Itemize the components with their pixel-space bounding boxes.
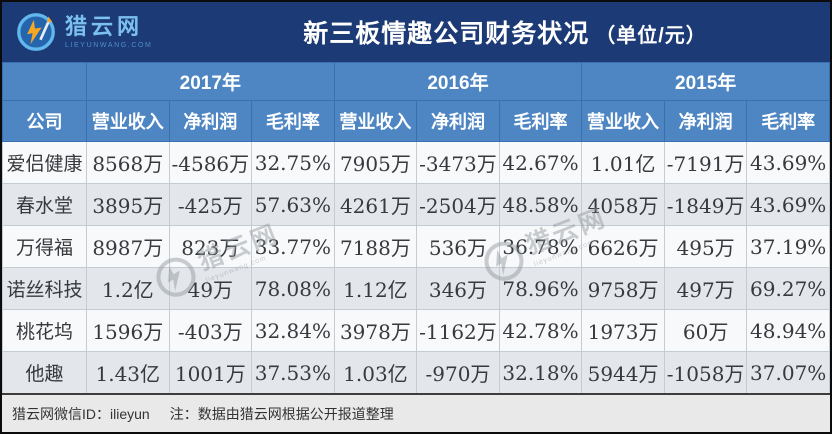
- metric-header-cell: 净利润: [168, 100, 253, 142]
- metric-header-cell: 净利润: [663, 100, 748, 142]
- metric-header-cell: 营业收入: [581, 100, 665, 142]
- value-cell: 495万: [663, 225, 748, 268]
- value-cell: 1.03亿: [333, 351, 418, 395]
- value-cell: -1162万: [416, 309, 500, 352]
- title-bar: 猎云网 LIEYUNWANG.COM 新三板情趣公司财务状况 （单位/元）: [2, 2, 830, 62]
- value-cell: 1.12亿: [333, 267, 418, 310]
- value-cell: 4261万: [333, 183, 418, 226]
- table-row: 万得福 8987万 823万 33.77% 7188万 536万 36.78% 6626万 49…: [2, 225, 830, 268]
- value-cell: -425万: [168, 183, 253, 226]
- value-cell: 69.27%: [746, 267, 830, 310]
- value-cell: 32.18%: [498, 351, 583, 395]
- value-cell: 37.07%: [746, 351, 830, 395]
- value-cell: 1596万: [86, 309, 170, 352]
- value-cell: -1849万: [663, 183, 748, 226]
- value-cell: 48.94%: [746, 309, 830, 352]
- company-cell: 桃花坞: [2, 309, 87, 352]
- page-title-main: 新三板情趣公司财务状况: [303, 20, 590, 48]
- value-cell: 60万: [663, 309, 748, 352]
- footer-bar: 猎云网微信ID：ilieyun 注：数据由猎云网根据公开报道整理: [2, 395, 830, 432]
- value-cell: 78.08%: [251, 267, 335, 310]
- year-header-row: 2017年 2016年 2015年: [2, 62, 830, 101]
- company-cell: 诺丝科技: [2, 267, 87, 310]
- value-cell: 497万: [663, 267, 748, 310]
- value-cell: -4586万: [168, 141, 253, 184]
- metric-header-cell: 毛利率: [251, 100, 335, 142]
- company-cell: 爱侣健康: [2, 141, 87, 184]
- value-cell: 42.78%: [498, 309, 583, 352]
- company-cell: 万得福: [2, 225, 87, 268]
- metric-header-cell: 毛利率: [498, 100, 583, 142]
- value-cell: 43.69%: [746, 141, 830, 184]
- value-cell: -7191万: [663, 141, 748, 184]
- metric-header-cell: 净利润: [416, 100, 500, 142]
- value-cell: 3895万: [86, 183, 170, 226]
- page-title: 新三板情趣公司财务状况 （单位/元）: [194, 14, 830, 50]
- title-unit: （单位/元）: [595, 25, 707, 47]
- finance-table: 2017年 2016年 2015年 公司 营业收入 净利润 毛利率 营业收入 净利润 毛利率 营业…: [2, 62, 830, 395]
- corner-cell: [2, 62, 87, 101]
- value-cell: 7188万: [333, 225, 418, 268]
- value-cell: -1058万: [663, 351, 748, 395]
- value-cell: 1.43亿: [86, 351, 170, 395]
- table-row: 他趣 1.43亿 1001万 37.53% 1.03亿 -970万 32.18% 5944万 -…: [2, 351, 830, 395]
- value-cell: 42.67%: [498, 141, 583, 184]
- value-cell: 7905万: [333, 141, 418, 184]
- year-header-cell: 2015年: [581, 62, 830, 101]
- data-note: 注：数据由猎云网根据公开报道整理: [169, 405, 394, 422]
- table-row: 诺丝科技 1.2亿 49万 78.08% 1.12亿 346万 78.96% 9758万 497…: [2, 267, 830, 310]
- table-row: 桃花坞 1596万 -403万 32.84% 3978万 -1162万 42.78% 1973…: [2, 309, 830, 352]
- value-cell: 48.58%: [498, 183, 583, 226]
- value-cell: 8987万: [86, 225, 170, 268]
- value-cell: 1973万: [581, 309, 665, 352]
- value-cell: -403万: [168, 309, 253, 352]
- year-header-cell: 2017年: [86, 62, 335, 101]
- value-cell: 37.53%: [251, 351, 335, 395]
- value-cell: 78.96%: [498, 267, 583, 310]
- wechat-id: 猎云网微信ID：ilieyun: [12, 405, 150, 422]
- metric-header-row: 公司 营业收入 净利润 毛利率 营业收入 净利润 毛利率 营业收入 净利润 毛利率: [2, 100, 830, 142]
- value-cell: 33.77%: [251, 225, 335, 268]
- value-cell: 32.75%: [251, 141, 335, 184]
- value-cell: -970万: [416, 351, 500, 395]
- logo-domain: LIEYUNWANG.COM: [65, 41, 153, 49]
- year-header-cell: 2016年: [333, 62, 583, 101]
- value-cell: -2504万: [416, 183, 500, 226]
- value-cell: 9758万: [581, 267, 665, 310]
- company-header-cell: 公司: [2, 100, 87, 142]
- value-cell: 4058万: [581, 183, 665, 226]
- value-cell: 1.01亿: [581, 141, 665, 184]
- metric-header-cell: 营业收入: [86, 100, 170, 142]
- lieyun-logo: 猎云网 LIEYUNWANG.COM: [2, 12, 194, 52]
- company-cell: 他趣: [2, 351, 87, 395]
- table-row: 爱侣健康 8568万 -4586万 32.75% 7905万 -3473万 42.67% 1.…: [2, 141, 830, 184]
- value-cell: 1.2亿: [86, 267, 170, 310]
- value-cell: 8568万: [86, 141, 170, 184]
- value-cell: 37.19%: [746, 225, 830, 268]
- table-row: 春水堂 3895万 -425万 57.63% 4261万 -2504万 48.58% 4058…: [2, 183, 830, 226]
- value-cell: 6626万: [581, 225, 665, 268]
- company-cell: 春水堂: [2, 183, 87, 226]
- value-cell: 823万: [168, 225, 253, 268]
- logo-text: 猎云网 LIEYUNWANG.COM: [65, 13, 153, 49]
- metric-header-cell: 营业收入: [333, 100, 418, 142]
- value-cell: 1001万: [168, 351, 253, 395]
- value-cell: 36.78%: [498, 225, 583, 268]
- logo-name: 猎云网: [65, 13, 144, 39]
- value-cell: 49万: [168, 267, 253, 310]
- value-cell: 5944万: [581, 351, 665, 395]
- value-cell: 43.69%: [746, 183, 830, 226]
- value-cell: 536万: [416, 225, 500, 268]
- value-cell: -3473万: [416, 141, 500, 184]
- metric-header-cell: 毛利率: [746, 100, 830, 142]
- logo-bolt-icon: [17, 13, 55, 51]
- value-cell: 57.63%: [251, 183, 335, 226]
- value-cell: 3978万: [333, 309, 418, 352]
- value-cell: 346万: [416, 267, 500, 310]
- value-cell: 32.84%: [251, 309, 335, 352]
